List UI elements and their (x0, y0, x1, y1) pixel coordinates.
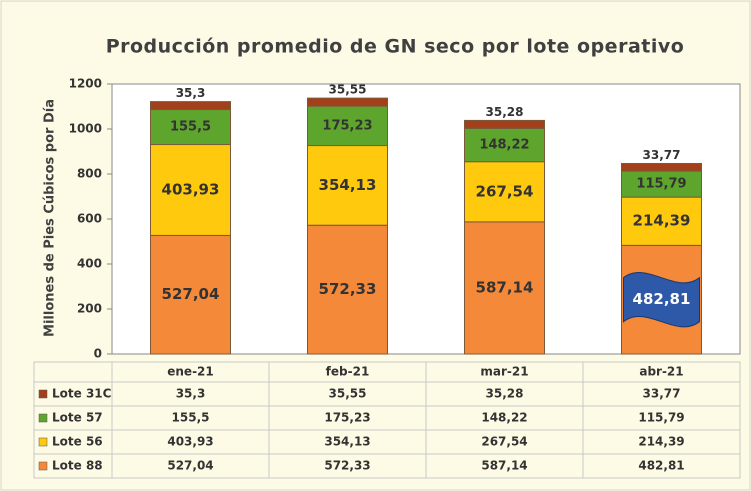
legend-label: Lote 31C (52, 387, 112, 401)
table-cell: 403,93 (167, 435, 213, 449)
y-tick-label: 800 (77, 167, 102, 181)
legend-swatch (38, 389, 48, 399)
data-label: 527,04 (162, 285, 220, 303)
y-tick-label: 200 (77, 302, 102, 316)
data-label: 35,55 (329, 83, 367, 97)
bar-segment (464, 119, 545, 129)
table-cell: 35,3 (176, 387, 206, 401)
y-tick-label: 1000 (69, 122, 102, 136)
bar-segment (150, 101, 231, 111)
table-frame (33, 361, 741, 479)
table-cell: 527,04 (167, 459, 213, 473)
data-label: 354,13 (319, 176, 377, 194)
legend-label: Lote 56 (52, 435, 103, 449)
bar-segment (464, 127, 545, 163)
data-label: 267,54 (476, 182, 534, 200)
table-cell: 267,54 (481, 435, 527, 449)
x-tick-label: feb-21 (326, 365, 370, 379)
y-tick-label: 0 (94, 347, 102, 361)
data-label: 482,81 (633, 290, 691, 308)
data-label: 115,79 (636, 177, 686, 192)
bar-segment (464, 161, 545, 223)
table-cell: 148,22 (481, 411, 527, 425)
bar-segment (307, 224, 388, 355)
x-tick-label: abr-21 (639, 365, 683, 379)
bar-segment (307, 145, 388, 226)
table-cell: 155,5 (172, 411, 210, 425)
bar-segment (464, 221, 545, 355)
legend-label: Lote 88 (52, 459, 103, 473)
x-tick-label: ene-21 (167, 365, 214, 379)
legend-label: Lote 57 (52, 411, 103, 425)
y-tick-label: 400 (77, 257, 102, 271)
data-label: 214,39 (633, 212, 691, 230)
data-label: 148,22 (479, 138, 529, 153)
y-tick-label: 1200 (69, 77, 102, 91)
data-label: 35,3 (176, 86, 206, 100)
data-label: 35,28 (486, 105, 524, 119)
data-label: 175,23 (322, 118, 372, 133)
table-cell: 482,81 (638, 459, 684, 473)
bar-segment (150, 144, 231, 236)
data-label: 572,33 (319, 280, 377, 298)
legend-swatch (38, 437, 48, 447)
table-cell: 572,33 (324, 459, 370, 473)
data-label: 403,93 (162, 180, 220, 198)
data-label: 155,5 (170, 120, 211, 135)
table-cell: 587,14 (481, 459, 527, 473)
table-cell: 354,13 (324, 435, 370, 449)
bar-segment (621, 196, 702, 246)
x-tick-label: mar-21 (480, 365, 528, 379)
bar-segment (307, 97, 388, 107)
chart-title: Producción promedio de GN seco por lote … (106, 36, 685, 58)
table-cell: 214,39 (638, 435, 684, 449)
bar-segment (150, 109, 231, 146)
table-cell: 33,77 (643, 387, 681, 401)
y-tick-label: 600 (77, 212, 102, 226)
data-label: 33,77 (643, 148, 681, 162)
legend-swatch (38, 413, 48, 423)
highlight-shape (623, 272, 700, 328)
table-cell: 175,23 (324, 411, 370, 425)
table-cell: 115,79 (638, 411, 684, 425)
data-label: 587,14 (476, 278, 534, 296)
y-axis-label: Millones de Pies Cúbicos por Día (43, 99, 58, 337)
table-cell: 35,28 (486, 387, 524, 401)
bar-segment (621, 162, 702, 172)
table-cell: 35,55 (329, 387, 367, 401)
legend-swatch (38, 461, 48, 471)
